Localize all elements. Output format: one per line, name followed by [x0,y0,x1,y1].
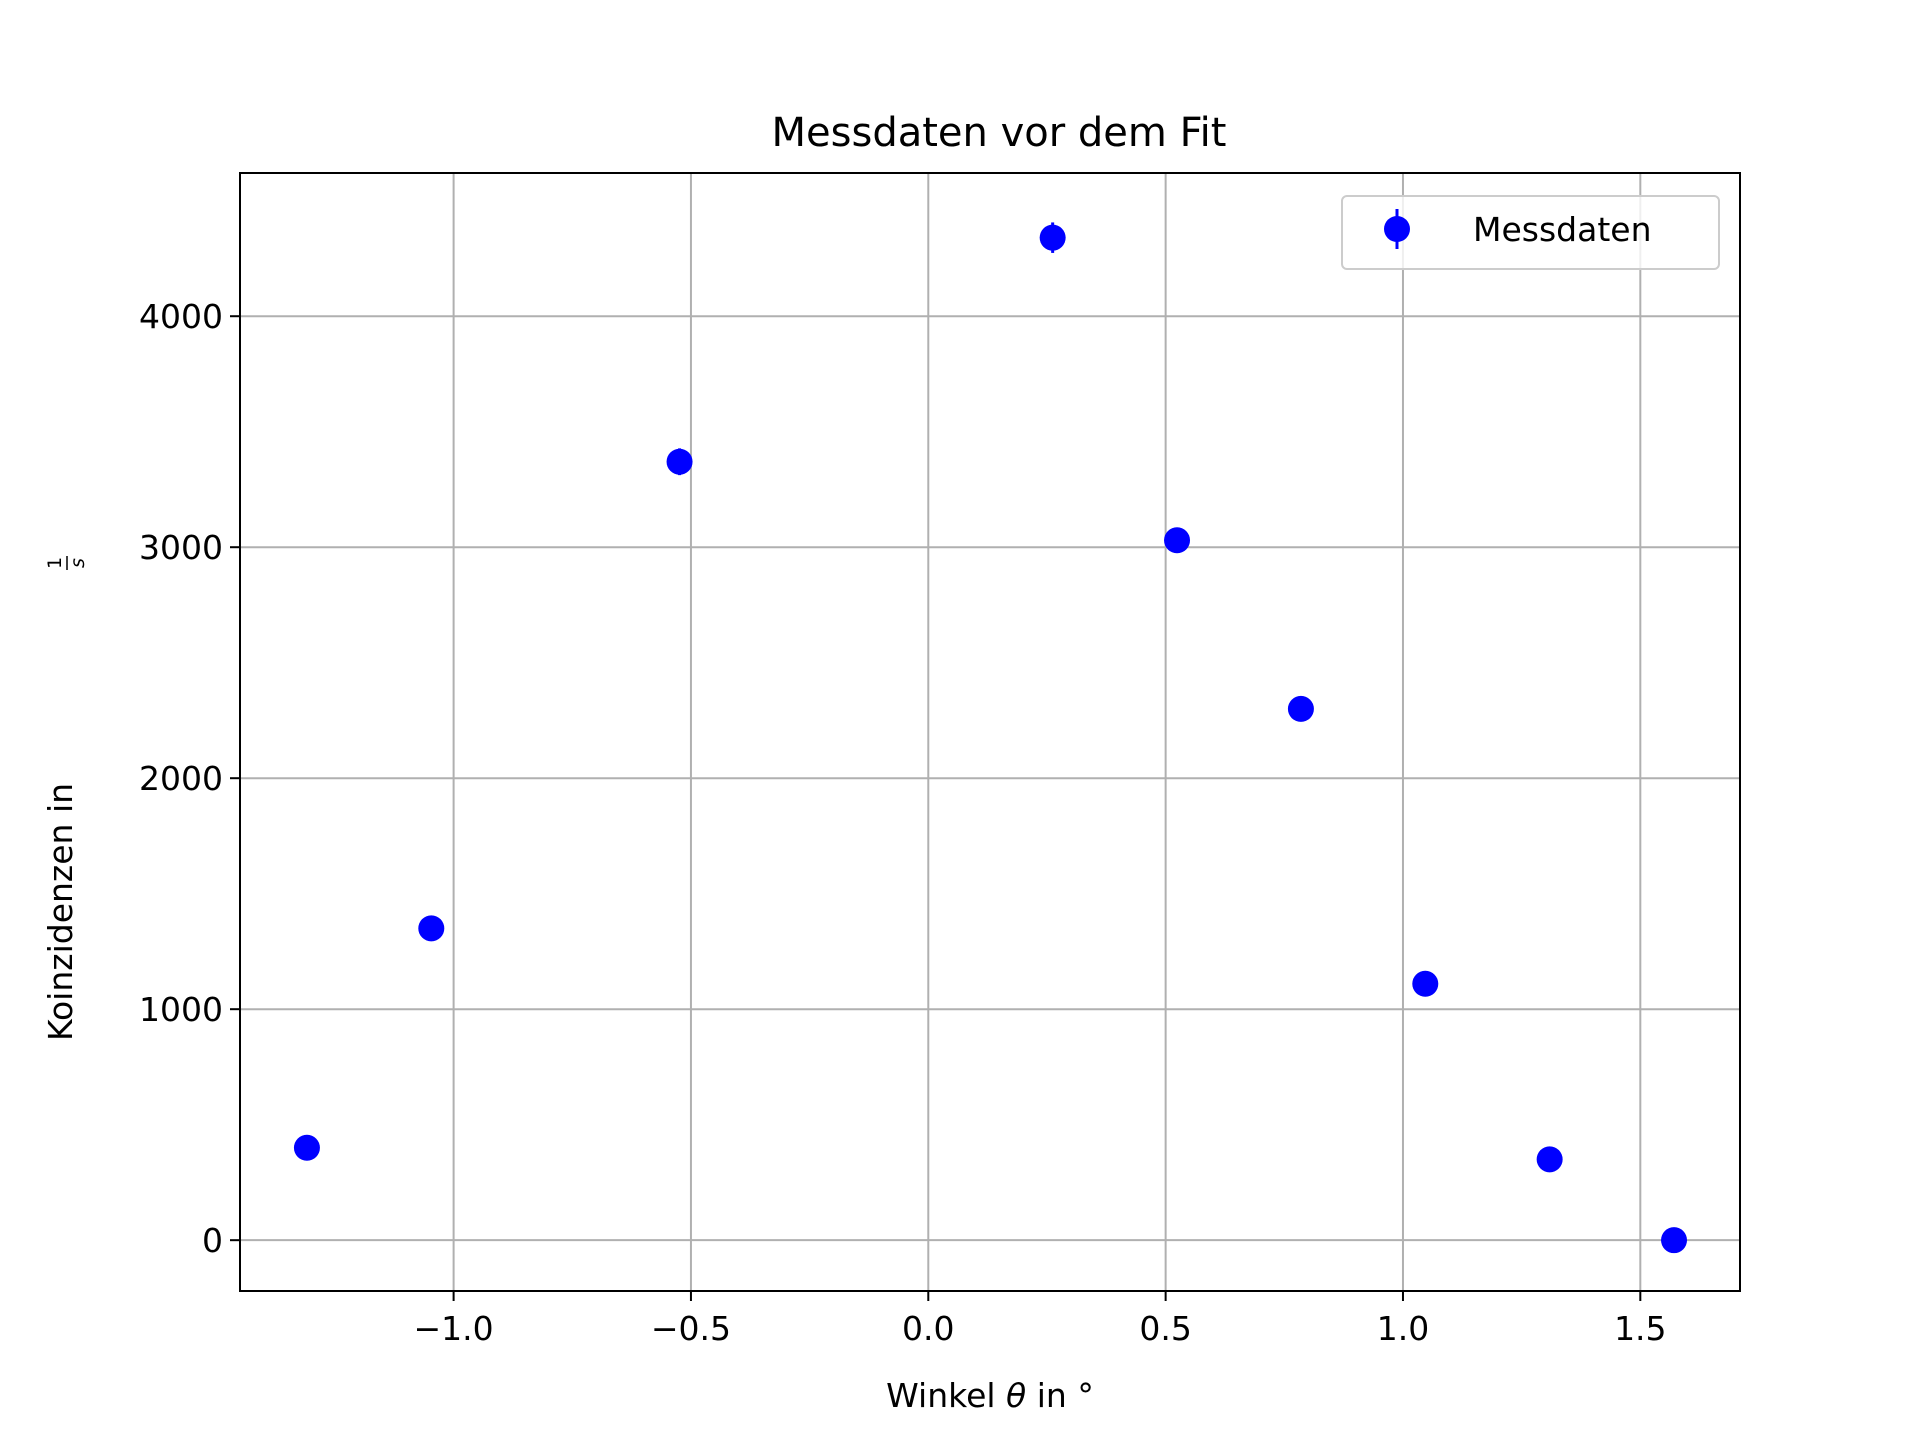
data-point [666,448,693,475]
x-tick-label: −0.5 [651,1309,731,1348]
y-tick-label: 3000 [139,528,223,567]
data-points [293,222,1688,1254]
data-point [1412,970,1439,997]
chart-title: Messdaten vor dem Fit [772,110,1227,156]
x-tick-label: −1.0 [414,1309,494,1348]
x-tick-label: 0.5 [1139,1309,1191,1348]
legend-box [1341,195,1720,270]
data-point [1287,695,1314,722]
x-axis-ticks: −1.0 −0.5 0.0 0.5 1.0 1.5 [414,1291,1667,1348]
y-axis-label-frac-num: 1 [44,557,66,569]
plot-frame [239,172,1741,1292]
data-point [418,915,445,942]
legend-label: Messdaten [1473,210,1652,249]
y-tick-label: 2000 [139,759,223,798]
x-tick-label: 0.0 [902,1309,954,1348]
legend-marker [1384,216,1410,242]
y-axis-label: Koinzidenzen in 1 s [41,556,89,1041]
x-axis-label: Winkel θ in ° [886,1376,1094,1415]
y-tick-label: 1000 [139,990,223,1029]
x-tick-label: 1.0 [1377,1309,1429,1348]
x-tick-label: 1.5 [1614,1309,1666,1348]
data-point [1039,224,1066,251]
data-point [293,1134,320,1161]
y-tick-label: 4000 [139,297,223,336]
y-tick-label: 0 [202,1221,223,1260]
y-axis-ticks: 0 1000 2000 3000 4000 [139,297,240,1260]
y-axis-label-frac-den: s [67,558,89,568]
data-point [1164,527,1191,554]
legend: Messdaten [1341,195,1720,270]
data-point [1661,1227,1688,1254]
grid [240,173,1740,1291]
y-axis-label-text: Koinzidenzen in [41,783,80,1041]
data-point [1536,1146,1563,1173]
